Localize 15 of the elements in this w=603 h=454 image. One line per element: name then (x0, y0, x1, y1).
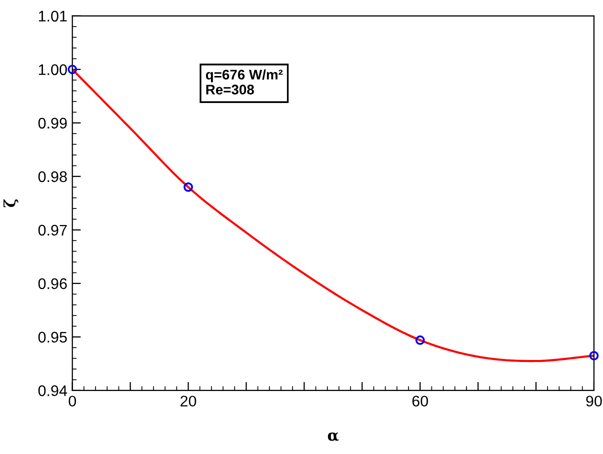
text: 1.00 (38, 64, 67, 76)
y-tick-label: 0.96 (38, 278, 67, 290)
y-axis-title: ζ (4, 199, 18, 208)
x-tick-label: 20 (180, 396, 196, 407)
y-tick-label: 0.94 (38, 385, 68, 396)
y-tick-label: 0.95 (38, 332, 67, 343)
x-tick-label: 0 (68, 396, 76, 407)
annotation: q=676 W/m² Re=308 (206, 69, 283, 95)
y-tick-label: 0.99 (38, 118, 67, 129)
y-tick-label: 1.01 (38, 10, 67, 22)
y-tick-label: 0.97 (38, 224, 67, 236)
x-axis-title: α (328, 432, 339, 441)
y-tick-label: 0.98 (38, 171, 67, 182)
x-tick-label: 60 (412, 396, 428, 407)
x-tick-label: 90 (586, 396, 602, 407)
